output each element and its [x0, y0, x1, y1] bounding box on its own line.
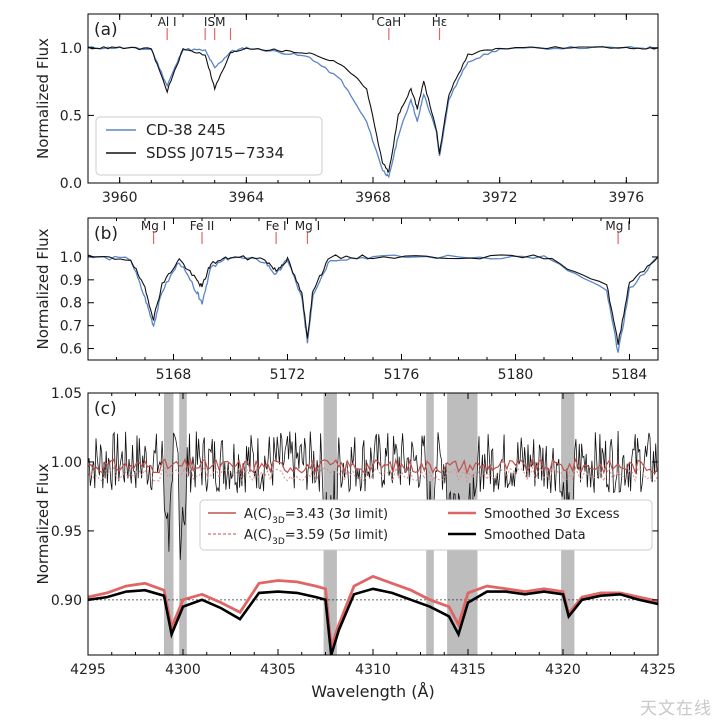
legend-frame [199, 499, 653, 551]
y-tick-label: 0.90 [51, 593, 82, 609]
x-tick-label: 5180 [498, 367, 534, 383]
x-tick-label: 5176 [384, 367, 420, 383]
series-line-0 [88, 45, 658, 179]
x-tick-label: 5184 [612, 367, 648, 383]
x-tick-label: 5168 [156, 367, 192, 383]
x-axis-label: Wavelength (Å) [311, 682, 434, 701]
panel-0: Al I ISM CaH Hε 3960 3964 3968 3972 3976 0.0 0.5 1.… [34, 13, 659, 206]
y-tick-label: 0.0 [60, 176, 82, 192]
legend-label: CD-38 245 [146, 121, 226, 139]
y-tick-label: 0.7 [60, 319, 82, 335]
model-3sigma [88, 457, 658, 476]
x-tick-label: 3976 [609, 190, 645, 206]
line-annotation-label: CaH [376, 15, 401, 29]
watermark: 天文在线 [640, 699, 712, 719]
y-tick-label: 0.95 [51, 524, 82, 540]
line-annotation-label: Fe II [190, 219, 215, 233]
y-tick-label: 0.9 [60, 273, 82, 289]
panel-label: (c) [94, 399, 117, 419]
series-line-1 [88, 254, 658, 345]
legend-frame [95, 116, 323, 176]
y-tick-label: 1.00 [51, 455, 82, 471]
x-tick-label: 3964 [229, 190, 265, 206]
plot-area [88, 430, 658, 655]
x-tick-label: 3972 [482, 190, 518, 206]
line-annotation-label: Fe I [266, 219, 287, 233]
y-tick-label: 0.8 [60, 296, 82, 312]
shaded-region [179, 393, 187, 655]
panel-2: 4295 4300 4305 4310 4315 4320 4325 0.90 0.95 1.00… [34, 386, 676, 701]
y-tick-label: 1.0 [60, 250, 82, 266]
y-tick-label: 1.05 [51, 386, 82, 402]
plot-area [88, 45, 658, 179]
legend-label: A(C)3D=3.43 (3σ limit) [244, 507, 388, 526]
x-tick-label: 4315 [450, 662, 486, 678]
x-tick-label: 4300 [165, 662, 201, 678]
x-tick-label: 4310 [355, 662, 391, 678]
y-axis-label: Normalized Flux [34, 38, 52, 159]
series-line-1 [88, 587, 658, 655]
x-tick-label: 4320 [545, 662, 581, 678]
line-annotation-label: ISM [204, 15, 226, 29]
line-annotation-label: Mg I [605, 219, 630, 233]
legend: A(C)3D=3.43 (3σ limit) A(C)3D=3.59 (5σ li… [199, 499, 653, 551]
line-annotation-label: Mg I [295, 219, 320, 233]
y-tick-label: 0.5 [60, 108, 82, 124]
line-annotation-label: Hε [432, 15, 448, 29]
y-tick-label: 0.6 [60, 342, 82, 358]
line-annotation-label: Mg I [141, 219, 166, 233]
y-axis-label: Normalized Flux [34, 228, 52, 349]
plot-area [88, 254, 658, 353]
shaded-region [164, 393, 174, 655]
legend: CD-38 245 SDSS J0715−7334 [95, 116, 323, 176]
x-tick-label: 4295 [70, 662, 106, 678]
legend-label: Smoothed Data [484, 528, 586, 543]
x-tick-label: 3960 [102, 190, 138, 206]
legend-label: SDSS J0715−7334 [146, 144, 284, 162]
line-annotation-label: Al I [158, 15, 177, 29]
legend-label: Smoothed 3σ Excess [484, 507, 620, 522]
panel-label: (a) [94, 20, 118, 40]
x-tick-label: 3968 [355, 190, 391, 206]
model-5sigma [88, 465, 658, 484]
panel-1: Mg I Fe II Fe I Mg I Mg I 5168 5172 5176 5180 518… [34, 217, 659, 383]
y-tick-label: 1.0 [60, 41, 82, 57]
panel-label: (b) [94, 224, 118, 244]
y-axis-label: Normalized Flux [34, 463, 52, 584]
series-line-0 [88, 254, 658, 353]
x-tick-label: 5172 [270, 367, 306, 383]
x-tick-label: 4305 [260, 662, 296, 678]
series-line-1 [88, 46, 658, 174]
x-tick-label: 4325 [640, 662, 676, 678]
legend-label: A(C)3D=3.59 (5σ limit) [244, 528, 388, 547]
observed-spectrum [88, 430, 658, 560]
axes-frame [87, 217, 659, 361]
